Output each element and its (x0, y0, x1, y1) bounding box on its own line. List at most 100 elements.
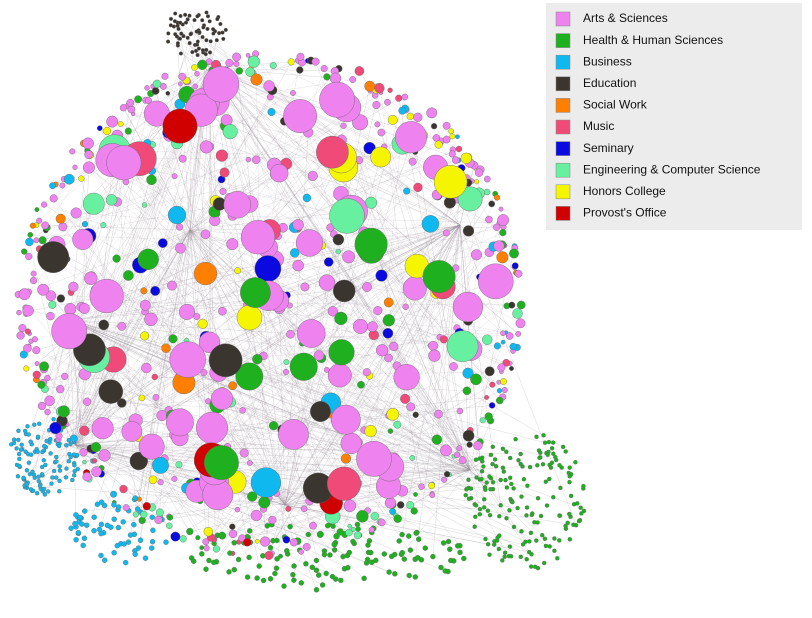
node (487, 552, 492, 557)
node (474, 179, 480, 185)
node (112, 254, 121, 263)
edge (197, 527, 374, 538)
node (29, 276, 38, 285)
node (162, 108, 198, 144)
node (42, 492, 48, 497)
node (19, 442, 24, 447)
node (518, 461, 523, 467)
node (489, 381, 496, 388)
node (466, 496, 472, 501)
node (342, 250, 355, 264)
node (204, 10, 209, 15)
node (330, 404, 361, 435)
node (211, 559, 217, 566)
node (527, 464, 533, 470)
node (141, 202, 148, 208)
node (41, 486, 47, 492)
node (473, 440, 483, 451)
edge (217, 191, 488, 495)
node (500, 558, 505, 563)
node (89, 278, 124, 314)
node (177, 36, 182, 41)
node (199, 551, 205, 557)
node (16, 451, 22, 457)
node (157, 479, 164, 486)
node (117, 321, 127, 331)
node (512, 308, 523, 319)
node (179, 31, 184, 36)
edge (246, 304, 286, 506)
node (183, 12, 188, 17)
node (98, 552, 104, 559)
node (401, 556, 407, 562)
node (218, 22, 223, 27)
node (247, 491, 258, 502)
node (542, 536, 548, 541)
node (497, 214, 509, 227)
node (484, 412, 493, 421)
node (69, 434, 78, 443)
node (163, 539, 169, 545)
node (576, 518, 582, 524)
node (470, 373, 482, 386)
node (472, 524, 477, 529)
node (290, 90, 296, 96)
node (170, 531, 181, 542)
node (543, 543, 549, 549)
node (493, 223, 501, 231)
node (232, 52, 242, 62)
node (429, 492, 436, 499)
edge (381, 132, 471, 471)
edge (69, 99, 139, 321)
node (473, 514, 478, 519)
node (18, 447, 24, 452)
node (132, 511, 139, 518)
node (245, 53, 251, 58)
node (26, 460, 32, 465)
node (547, 544, 552, 549)
edge (284, 504, 460, 546)
node (212, 545, 221, 553)
node (332, 233, 345, 246)
node (80, 542, 86, 549)
node (362, 368, 371, 377)
node (451, 156, 460, 164)
node (23, 343, 32, 353)
node (219, 167, 230, 178)
node (300, 505, 308, 513)
node (123, 270, 134, 281)
node (542, 560, 547, 566)
node (202, 538, 210, 546)
edge (36, 371, 502, 380)
node (361, 575, 367, 582)
node (269, 62, 277, 70)
node (393, 364, 420, 391)
node (320, 64, 328, 72)
node (16, 428, 21, 433)
node (336, 528, 344, 536)
node (258, 496, 271, 509)
node (38, 236, 47, 245)
node (197, 30, 202, 35)
legend-swatch (555, 76, 571, 92)
node (37, 283, 50, 296)
node (32, 346, 41, 355)
node (501, 469, 506, 474)
node (413, 112, 423, 122)
node (195, 42, 200, 47)
node (474, 475, 479, 480)
edge (69, 286, 368, 321)
edge (436, 224, 461, 440)
node (457, 549, 463, 556)
legend-label: Health & Human Sciences (583, 33, 723, 47)
node (178, 303, 195, 320)
node (14, 446, 19, 451)
node (119, 484, 128, 494)
node (479, 417, 486, 424)
node (496, 396, 504, 405)
node (124, 127, 132, 135)
node (68, 525, 74, 531)
node (122, 504, 130, 511)
node (397, 501, 405, 509)
node (82, 137, 94, 150)
